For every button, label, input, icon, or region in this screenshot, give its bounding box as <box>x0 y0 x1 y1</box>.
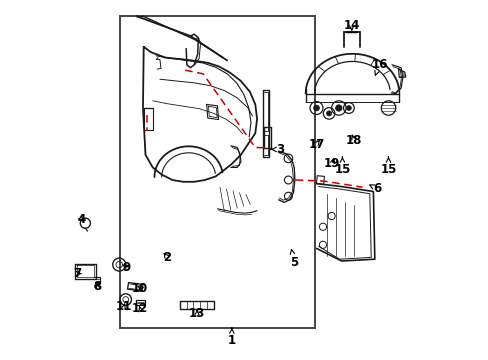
Text: 3: 3 <box>270 143 284 156</box>
Text: 15: 15 <box>380 157 396 176</box>
Text: 2: 2 <box>163 251 171 264</box>
Circle shape <box>326 111 331 116</box>
Text: 13: 13 <box>188 307 204 320</box>
Circle shape <box>346 105 350 111</box>
Text: 19: 19 <box>324 157 340 170</box>
Text: 1: 1 <box>227 328 236 347</box>
Text: 14: 14 <box>343 19 359 32</box>
Text: 17: 17 <box>308 138 324 150</box>
Text: 16: 16 <box>370 58 387 75</box>
Circle shape <box>313 105 319 111</box>
Text: 6: 6 <box>369 183 381 195</box>
Text: 18: 18 <box>346 134 362 147</box>
Text: 7: 7 <box>73 267 81 280</box>
Text: 5: 5 <box>289 249 298 269</box>
Text: 11: 11 <box>116 300 132 313</box>
Text: 8: 8 <box>93 280 101 293</box>
Bar <box>120 16 314 328</box>
Text: 10: 10 <box>132 282 148 294</box>
Text: 9: 9 <box>122 261 131 274</box>
Text: 4: 4 <box>78 213 86 226</box>
Circle shape <box>335 105 342 111</box>
Text: 12: 12 <box>132 302 148 315</box>
Text: 15: 15 <box>334 157 350 176</box>
